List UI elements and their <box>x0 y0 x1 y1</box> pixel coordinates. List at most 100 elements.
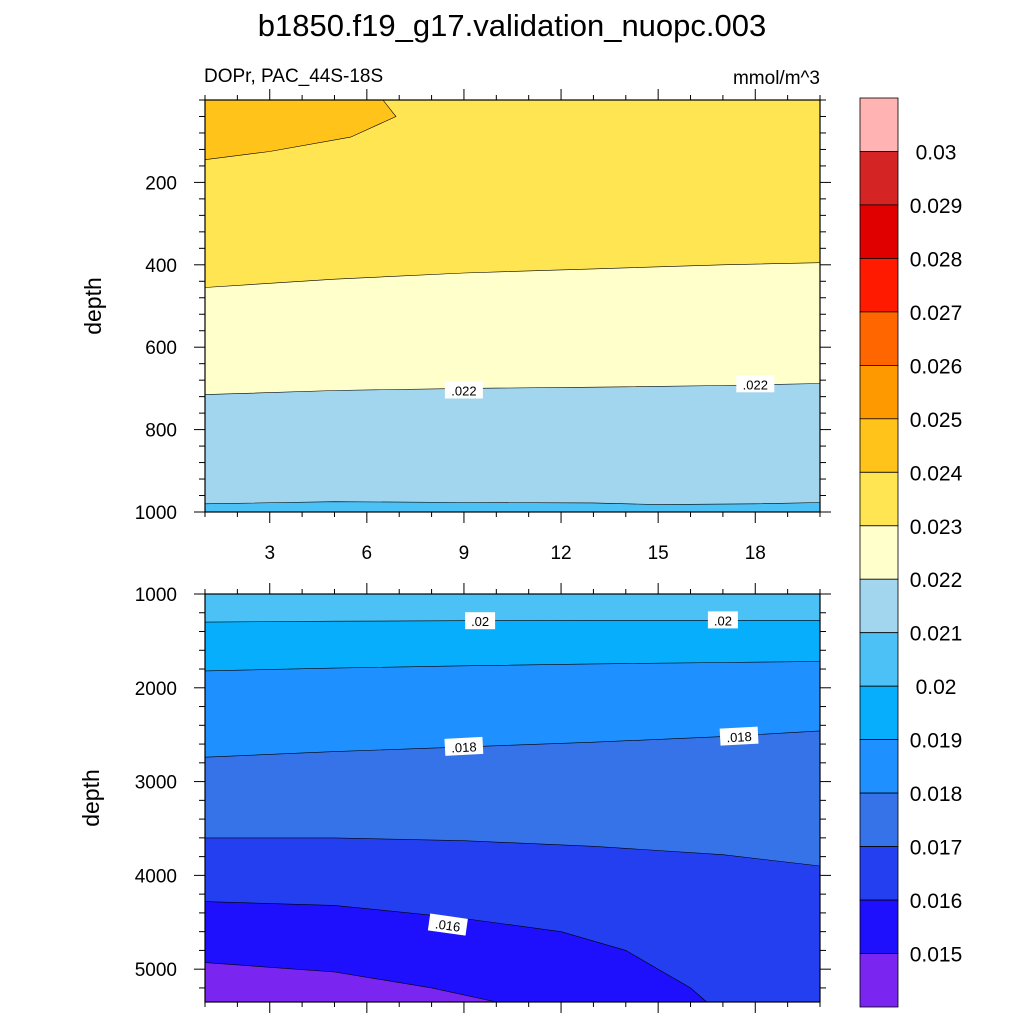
lower-y-tick-1000: 1000 <box>135 585 177 606</box>
upper-contour-label-0: .022 <box>444 381 483 399</box>
colorbar-label-0.029: 0.029 <box>910 195 963 218</box>
upper-y-tick-600: 600 <box>145 338 177 359</box>
contour-label-text: .022 <box>743 377 768 392</box>
lower-y-tick-3000: 3000 <box>135 773 177 794</box>
contour-label-text: .02 <box>471 614 489 629</box>
upper-contour-label-1: .022 <box>736 375 775 393</box>
upper-y-tick-400: 400 <box>145 256 177 277</box>
colorbar-label-0.022: 0.022 <box>910 569 963 592</box>
lower-band-below-0.015 <box>205 962 497 1002</box>
lower-contour-label-0: .02 <box>465 612 496 630</box>
lower-y-tick-4000: 4000 <box>135 866 177 887</box>
colorbar-label-0.018: 0.018 <box>910 783 963 806</box>
lower-tick-marks <box>194 583 831 1013</box>
colorbar-swatch-12 <box>859 739 899 794</box>
x-tick-12: 12 <box>550 543 571 564</box>
colorbar-label-0.016: 0.016 <box>910 890 963 913</box>
colorbar-label-0.02: 0.02 <box>916 676 957 699</box>
colorbar-swatch-0 <box>859 97 899 152</box>
colorbar-swatch-5 <box>859 364 899 420</box>
lower-contour-label-2: .018 <box>444 736 484 756</box>
upper-x-tick-labels: 3 6 9 12 15 18 <box>264 543 765 564</box>
x-tick-6: 6 <box>362 543 373 564</box>
colorbar-label-0.025: 0.025 <box>910 409 963 432</box>
lower-contour-0.019 <box>204 661 821 672</box>
upper-panel: .022 .022 200 400 600 800 1000 3 6 9 12 15 18 dept… <box>80 89 831 564</box>
colorbar-label-0.028: 0.028 <box>910 248 963 271</box>
colorbar: 0.03 0.029 0.028 0.027 0.026 0.025 0.024 0.023 0… <box>859 97 963 1008</box>
lower-y-tick-labels: 1000 2000 3000 4000 5000 <box>135 585 177 981</box>
colorbar-swatch-9 <box>859 578 899 634</box>
lower-contour-fills <box>205 594 820 1002</box>
colorbar-swatch-4 <box>859 311 899 366</box>
lower-contour-label-4: .016 <box>427 913 468 936</box>
upper-plot-frame <box>204 99 821 513</box>
lower-y-tick-5000: 5000 <box>135 960 177 981</box>
colorbar-labels: 0.03 0.029 0.028 0.027 0.026 0.025 0.024 0.023 0… <box>910 141 963 966</box>
x-tick-3: 3 <box>264 543 275 564</box>
colorbar-label-0.017: 0.017 <box>910 837 963 860</box>
upper-band-0.021-0.022 <box>205 383 820 505</box>
lower-contour-lines <box>204 620 821 1003</box>
lower-band-0.018-0.019 <box>205 661 820 758</box>
upper-tick-marks <box>194 89 831 523</box>
colorbar-label-0.023: 0.023 <box>910 516 963 539</box>
upper-band-0.022-0.023 <box>205 262 820 395</box>
lower-band-0.017-0.018 <box>205 730 820 866</box>
lower-contour-label-3: .018 <box>719 726 759 746</box>
colorbar-swatch-16 <box>859 953 899 1008</box>
lower-contour-label-1: .02 <box>707 611 738 629</box>
upper-y-tick-200: 200 <box>145 173 177 194</box>
upper-contour-0.023 <box>204 262 821 288</box>
contour-label-text: .016 <box>434 916 461 934</box>
contour-label-text: .02 <box>714 613 732 628</box>
lower-contour-0.02 <box>204 620 821 623</box>
colorbar-label-0.026: 0.026 <box>910 355 963 378</box>
upper-band-0.024-0.025 <box>205 100 396 160</box>
colorbar-swatch-15 <box>859 899 899 954</box>
colorbar-swatch-14 <box>859 846 899 901</box>
colorbar-swatch-11 <box>859 685 899 741</box>
upper-contour-labels: .022 .022 <box>444 375 775 399</box>
colorbar-swatch-3 <box>859 257 899 313</box>
lower-contour-0.017 <box>205 837 821 867</box>
colorbar-swatch-2 <box>859 204 899 259</box>
colorbar-label-0.021: 0.021 <box>910 623 963 646</box>
colorbar-swatch-6 <box>859 418 899 473</box>
upper-y-axis-label: depth <box>80 277 106 335</box>
lower-y-tick-2000: 2000 <box>135 679 177 700</box>
colorbar-label-0.019: 0.019 <box>910 730 963 753</box>
colorbar-swatch-7 <box>859 471 899 527</box>
units-subtitle: mmol/m^3 <box>733 68 820 89</box>
colorbar-swatch-1 <box>859 151 899 206</box>
x-tick-15: 15 <box>648 543 669 564</box>
lower-plot-frame <box>204 593 821 1003</box>
colorbar-label-0.024: 0.024 <box>910 462 963 485</box>
lower-band-0.02-0.021 <box>205 594 820 623</box>
x-tick-9: 9 <box>459 543 470 564</box>
colorbar-label-0.027: 0.027 <box>910 302 963 325</box>
upper-contour-fills <box>205 100 820 512</box>
colorbar-label-0.015: 0.015 <box>910 944 963 967</box>
colorbar-label-0.03: 0.03 <box>916 141 957 164</box>
lower-contour-labels: .02 .02 .018 .018 .016 <box>427 611 759 936</box>
colorbar-swatch-13 <box>859 792 899 847</box>
upper-y-tick-labels: 200 400 600 800 1000 <box>135 173 177 524</box>
contour-label-text: .018 <box>726 729 752 745</box>
lower-band-0.015-0.016 <box>205 901 707 1002</box>
lower-band-0.016-0.017 <box>205 837 820 1002</box>
colorbar-swatches <box>859 97 899 1008</box>
chart-title: b1850.f19_g17.validation_nuopc.003 <box>258 8 767 43</box>
colorbar-swatch-8 <box>859 525 899 580</box>
colorbar-swatch-10 <box>859 632 899 687</box>
lower-panel: .02.02.018.018.016 10002000300040005000 … <box>78 583 831 1013</box>
contour-label-text: .018 <box>451 739 477 755</box>
lower-contour-0.016 <box>204 901 707 1003</box>
upper-y-tick-1000: 1000 <box>135 503 177 524</box>
lower-contour-0.015 <box>204 962 497 1003</box>
lower-y-axis-label: depth <box>78 769 104 827</box>
x-tick-18: 18 <box>745 543 766 564</box>
contour-label-text: .022 <box>451 384 476 399</box>
upper-contour-0.021 <box>204 501 821 505</box>
